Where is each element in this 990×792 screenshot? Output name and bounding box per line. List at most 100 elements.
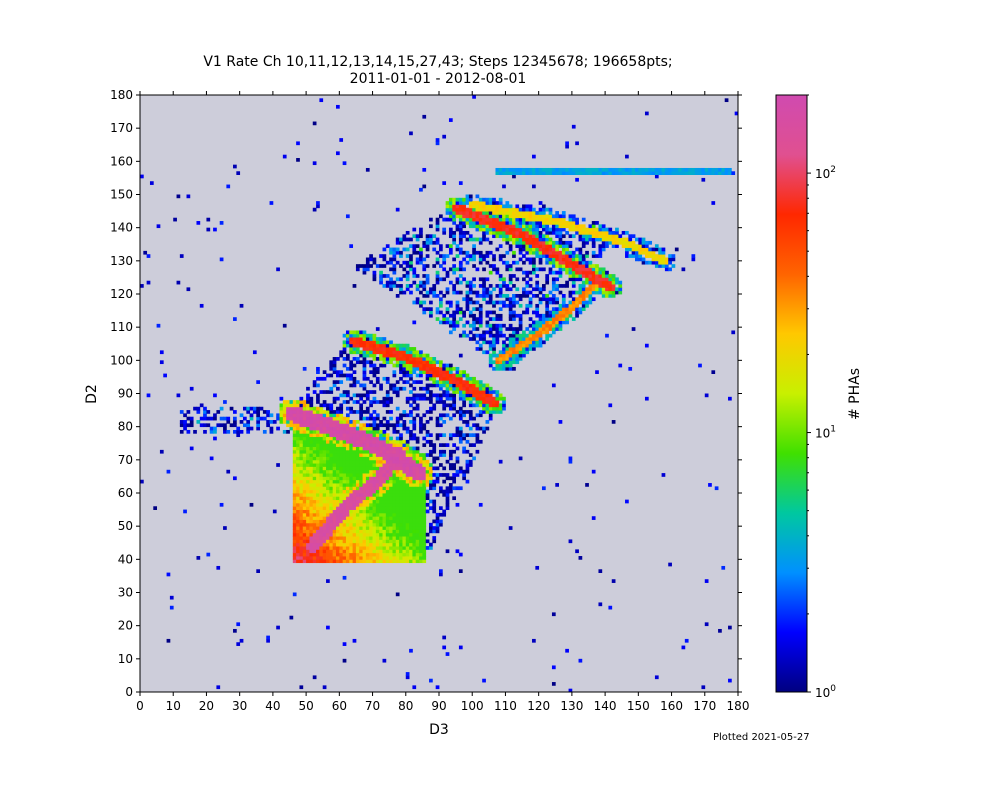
heatmap-cell [591,516,596,520]
heatmap-cell [591,290,596,295]
heatmap-cell [345,552,350,557]
heatmap-cell [518,317,523,321]
heatmap-cell [309,453,314,457]
heatmap-cell [668,171,672,175]
heatmap-cell [492,303,496,308]
heatmap-cell [468,217,473,222]
heatmap-cell [558,270,563,275]
heatmap-cell [316,536,320,540]
heatmap-cell [538,211,543,215]
heatmap-cell [625,230,629,235]
heatmap-cell [405,529,410,534]
heatmap-cell [485,323,490,328]
heatmap-cell [319,463,324,467]
heatmap-cell [485,254,490,258]
heatmap-cell [541,214,546,219]
heatmap-cell [512,294,516,298]
heatmap-cell [329,473,334,477]
heatmap-cell [412,274,417,278]
heatmap-cell [452,204,457,209]
heatmap-cell [375,522,380,527]
heatmap-cell [385,347,390,351]
heatmap-cell [701,685,706,690]
heatmap-cell [399,483,403,487]
heatmap-cell [379,363,383,368]
heatmap-cell [322,486,327,491]
heatmap-cell [332,449,337,454]
heatmap-cell [545,234,550,239]
heatmap-cell [405,443,410,447]
heatmap-cell [465,386,470,391]
heatmap-cell [339,413,344,418]
heatmap-cell [316,552,320,557]
heatmap-cell [628,237,633,242]
heatmap-cell [332,423,337,428]
heatmap-cell [372,522,377,527]
heatmap-cell [279,406,284,411]
heatmap-cell [505,224,510,229]
heatmap-cell [405,350,410,355]
heatmap-cell [339,499,344,504]
heatmap-cell [518,313,523,318]
heatmap-cell [498,287,503,292]
heatmap-cell [435,360,440,365]
heatmap-cell [292,439,297,444]
heatmap-cell [445,370,450,374]
heatmap-cell [452,433,457,438]
heatmap-cell [349,463,354,467]
heatmap-cell [345,459,350,464]
heatmap-cell [422,519,427,524]
heatmap-cell [492,230,496,235]
heatmap-cell [605,240,609,245]
heatmap-cell [482,280,486,285]
heatmap-cell [179,429,184,434]
heatmap-cell [395,443,400,447]
heatmap-cell [458,274,463,278]
heatmap-cell [339,446,344,451]
heatmap-cell [412,250,417,255]
heatmap-cell [252,410,257,414]
heatmap-cell [359,439,363,444]
heatmap-cell [312,161,317,166]
heatmap-cell [332,420,337,424]
heatmap-cell [365,526,370,530]
heatmap-cell [405,546,410,550]
heatmap-cell [442,473,447,477]
heatmap-cell [518,343,523,348]
heatmap-cell [379,449,383,454]
heatmap-cell [571,264,576,268]
heatmap-cell [372,449,377,454]
heatmap-cell [492,211,496,215]
heatmap-cell [309,542,314,547]
heatmap-cell [365,522,370,527]
x-tick-label: 20 [199,699,214,713]
heatmap-cell [568,234,573,239]
heatmap-cell [276,267,280,272]
heatmap-cell [488,317,493,321]
heatmap-cell [498,294,503,298]
heatmap-cell [571,303,576,308]
heatmap-cell [448,366,453,371]
heatmap-cell [409,506,413,510]
heatmap-cell [206,552,211,557]
heatmap-cell [575,303,579,308]
heatmap-cell [455,370,460,374]
heatmap-cell [551,310,556,315]
heatmap-cell [239,413,244,418]
heatmap-cell [355,476,360,481]
heatmap-cell [525,310,530,315]
heatmap-cell [409,373,413,378]
heatmap-cell [382,489,387,494]
heatmap-cell [419,284,423,288]
heatmap-cell [365,376,370,381]
heatmap-cell [375,449,380,454]
heatmap-cell [488,353,493,358]
heatmap-cell [545,280,550,285]
heatmap-cell [502,184,506,189]
heatmap-cell [372,416,377,421]
heatmap-cell [372,499,377,504]
heatmap-cell [492,396,496,401]
heatmap-cell [382,499,387,504]
heatmap-cell [302,429,307,434]
heatmap-cell [422,532,427,537]
